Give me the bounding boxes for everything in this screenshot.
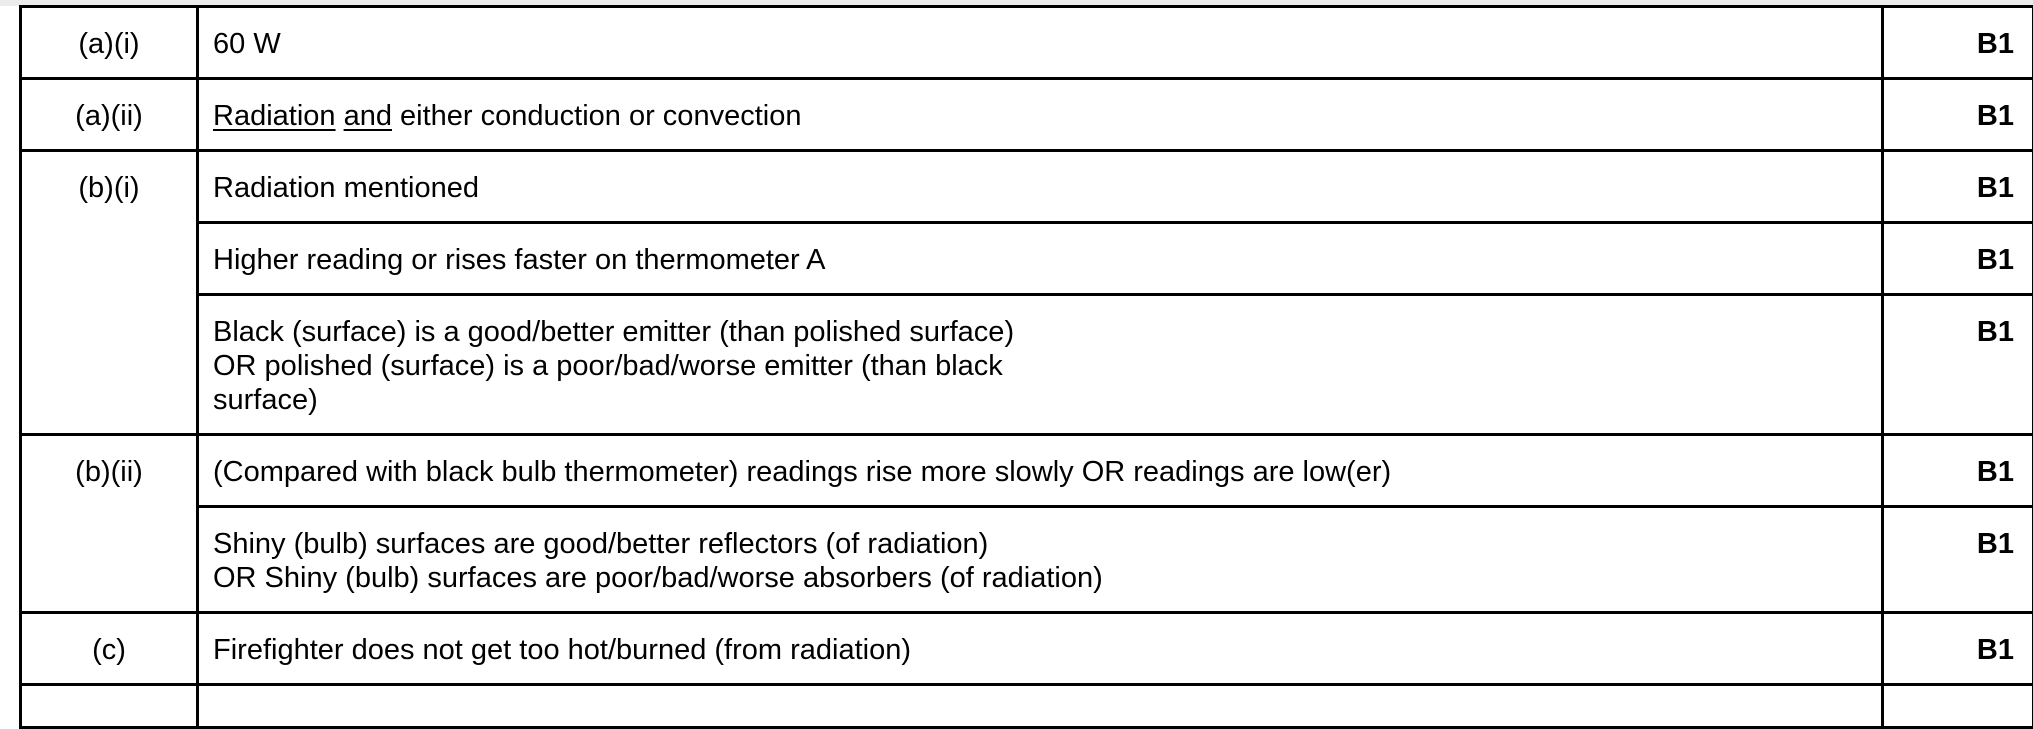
answer-text: Shiny (bulb) surfaces are good/better re…: [198, 507, 1883, 613]
answer-line: Higher reading or rises faster on thermo…: [213, 243, 1881, 277]
underlined-word: Radiation: [213, 100, 336, 132]
table-row: Black (surface) is a good/better emitter…: [21, 295, 2033, 435]
mark-cell: B1: [1883, 79, 2033, 151]
question-number: (c): [21, 613, 198, 685]
mark-cell: B1: [1883, 295, 2033, 435]
table-row: Shiny (bulb) surfaces are good/better re…: [21, 507, 2033, 613]
table-row: (b)(i) Radiation mentioned B1: [21, 151, 2033, 223]
mark-cell: B1: [1883, 435, 2033, 507]
answer-line: Shiny (bulb) surfaces are good/better re…: [213, 527, 1881, 561]
table-row: (a)(ii) Radiation and either conduction …: [21, 79, 2033, 151]
answer-line: 60 W: [213, 27, 1881, 61]
table-row: (b)(ii) (Compared with black bulb thermo…: [21, 435, 2033, 507]
question-number: (b)(ii): [21, 435, 198, 613]
empty-cell: [1883, 685, 2033, 728]
mark-cell: B1: [1883, 7, 2033, 79]
question-number: (a)(ii): [21, 79, 198, 151]
answer-text: Firefighter does not get too hot/burned …: [198, 613, 1883, 685]
mark-cell: B1: [1883, 151, 2033, 223]
answer-text: Higher reading or rises faster on thermo…: [198, 223, 1883, 295]
answer-text: Radiation mentioned: [198, 151, 1883, 223]
answer-line: OR Shiny (bulb) surfaces are poor/bad/wo…: [213, 561, 1881, 595]
table-row: (a)(i) 60 W B1: [21, 7, 2033, 79]
empty-cell: [21, 685, 198, 728]
answer-text: Black (surface) is a good/better emitter…: [198, 295, 1883, 435]
mark-cell: B1: [1883, 507, 2033, 613]
answer-text: Radiation and either conduction or conve…: [198, 79, 1883, 151]
answer-line: Radiation mentioned: [213, 171, 1881, 205]
answer-line: either conduction or convection: [392, 100, 801, 132]
empty-cell: [198, 685, 1883, 728]
answer-line: Black (surface) is a good/better emitter…: [213, 315, 1881, 349]
table-row: (c) Firefighter does not get too hot/bur…: [21, 613, 2033, 685]
question-number: (a)(i): [21, 7, 198, 79]
answer-line: OR polished (surface) is a poor/bad/wors…: [213, 349, 1881, 383]
underlined-word: and: [344, 100, 392, 132]
table-row-partial: [21, 685, 2033, 728]
mark-cell: B1: [1883, 223, 2033, 295]
mark-cell: B1: [1883, 613, 2033, 685]
mark-scheme-table: (a)(i) 60 W B1 (a)(ii) Radiation and eit…: [19, 5, 2033, 729]
table-row: Higher reading or rises faster on thermo…: [21, 223, 2033, 295]
answer-line: (Compared with black bulb thermometer) r…: [213, 455, 1881, 489]
answer-text: 60 W: [198, 7, 1883, 79]
answer-text: (Compared with black bulb thermometer) r…: [198, 435, 1883, 507]
answer-line: surface): [213, 383, 1881, 417]
question-number: (b)(i): [21, 151, 198, 435]
